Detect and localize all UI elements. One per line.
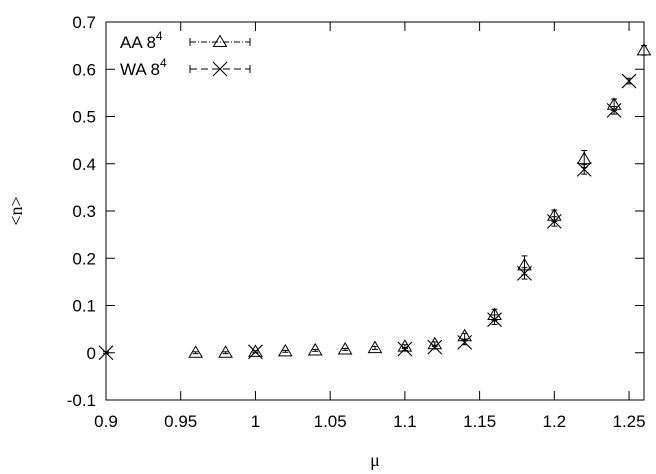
y-tick-label: 0.2 [72,249,96,268]
series-layer [98,42,652,361]
data-point [576,162,592,177]
data-point [337,341,353,355]
data-point [367,340,383,354]
x-tick-label: 1.2 [543,412,567,431]
x-tick-label: 0.95 [164,412,197,431]
legend-label: WA 84 [120,56,167,79]
y-tick-label: 0.3 [72,202,96,221]
y-axis-label: <n> [6,196,26,225]
series-1 [98,73,637,361]
plot-frame [105,21,645,401]
data-point [427,339,443,355]
data-point [576,151,592,165]
series-0 [188,42,652,358]
x-tick-label: 1.25 [613,412,646,431]
data-point [307,342,323,356]
y-tick-label: 0 [87,344,96,363]
x-tick-label: 1.15 [463,412,496,431]
data-point [457,334,473,350]
x-tick-label: 1.1 [393,412,417,431]
x-axis-label: μ [370,450,380,470]
data-point [218,345,233,358]
data-point [621,73,637,89]
y-tick-label: 0.4 [72,155,96,174]
data-point [277,343,293,357]
y-tick-label: 0.1 [72,297,96,316]
data-point [188,345,204,358]
legend: AA 84 WA 84 [120,29,251,79]
y-tick-label: 0.7 [72,13,96,32]
x-tick-label: 1.05 [314,412,347,431]
data-point [98,345,114,361]
legend-marker [212,61,228,77]
data-point [248,344,263,360]
data-point [487,312,502,328]
legend-marker [212,34,228,48]
y-tick-label: 0.5 [72,108,96,127]
axis-ticks: -0.1 0 0.1 0.2 0.3 0.4 0.5 0.6 0.7 0.9 0.95 1 1.05 1.… [67,13,646,431]
x-tick-label: 1 [251,412,260,431]
y-tick-label: -0.1 [67,391,96,410]
data-point [397,341,413,357]
data-point [546,214,562,229]
data-point [517,265,532,281]
legend-label: AA 84 [120,29,163,52]
x-tick-label: 0.9 [94,412,118,431]
data-point [606,102,622,118]
data-point [248,344,263,357]
y-tick-label: 0.6 [72,60,96,79]
data-point [636,42,652,56]
